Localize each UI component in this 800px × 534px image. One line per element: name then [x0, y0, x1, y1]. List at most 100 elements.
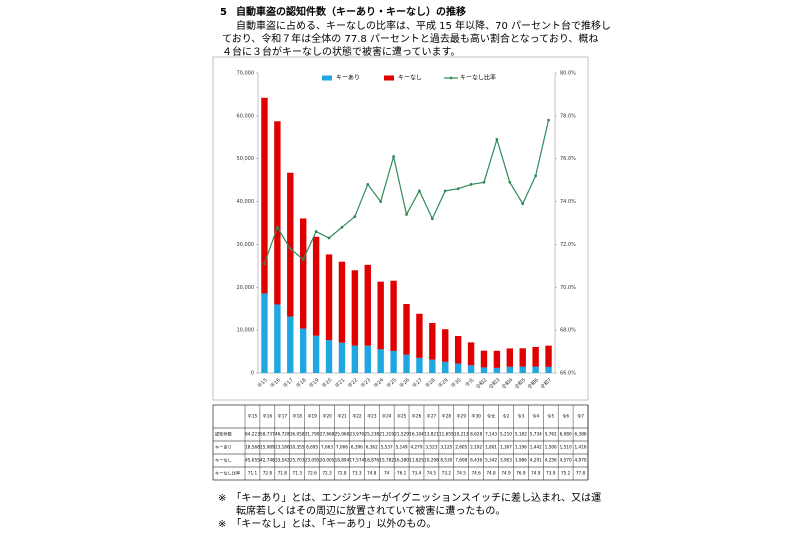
y2-tick-label: 70.0% [560, 285, 576, 291]
line-marker [366, 183, 370, 186]
note: ※ 「キーなし」とは、「キーあり」以外のもの。 [218, 518, 436, 530]
bar [377, 349, 384, 373]
line-marker [314, 230, 318, 233]
bar [338, 342, 346, 373]
line-marker [327, 236, 331, 240]
table-cell: 25,703 [290, 458, 305, 463]
table-cell: 74.9 [531, 471, 541, 476]
legend-swatch [449, 76, 453, 80]
legend-swatch [322, 75, 332, 81]
table-cell: 5,149 [396, 445, 408, 450]
table-cell: 1,416 [575, 445, 587, 450]
bar [351, 345, 359, 373]
table-header: 平19 [307, 414, 317, 420]
x-tick-label: 平16 [270, 377, 282, 389]
table-cell: 10,298 [424, 458, 439, 463]
table-header: 平17 [278, 414, 288, 420]
bar [299, 218, 307, 329]
table-cell: 72.3 [322, 471, 332, 476]
table-cell: 75.2 [561, 471, 571, 476]
table-cell: 1,196 [515, 445, 527, 450]
table-cell: 64,223 [245, 432, 260, 437]
y2-tick-label: 66.0% [560, 371, 576, 377]
table-cell: 6,362 [366, 445, 378, 450]
table-header: 令5 [547, 413, 554, 420]
table-cell: 4,256 [545, 458, 557, 463]
x-tick-label: 平23 [360, 377, 372, 389]
y-tick-label: 0 [251, 371, 254, 377]
bar [299, 328, 307, 373]
table-cell: 2,605 [455, 445, 467, 450]
table-cell: 23,970 [350, 432, 365, 437]
x-tick-label: 平26 [399, 377, 411, 389]
table-cell: 5,762 [545, 432, 557, 437]
x-tick-label: 平30 [450, 377, 462, 389]
line [263, 120, 550, 264]
table-cell: 21,529 [394, 432, 409, 437]
bar [506, 366, 514, 373]
table-cell: 8,628 [470, 432, 482, 437]
table-cell: 3,903 [500, 458, 512, 463]
bar [454, 336, 462, 364]
x-tick-label: 平22 [347, 377, 359, 389]
table-cell: 5,342 [485, 458, 497, 463]
table-header: 平23 [367, 414, 377, 420]
bar [377, 281, 384, 350]
line-marker [521, 202, 525, 206]
x-tick-label: 令和5 [513, 377, 527, 391]
table-row-label: キーなし比率 [215, 470, 240, 477]
x-tick-label: 平28 [425, 377, 437, 389]
bar [390, 280, 397, 351]
x-tick-label: 平19 [308, 377, 320, 389]
legend-swatch [384, 75, 394, 81]
legend-label: キーなし比率 [460, 74, 496, 82]
table-cell: 13,186 [275, 445, 290, 450]
body-text: 自動車盗に占める、キーなしの比率は、平成 15 年以降、70 パーセント台で推移… [236, 19, 611, 32]
line-marker [379, 200, 383, 203]
note: 転席若しくはその周辺に放置されていて被害に遭ったもの。 [236, 504, 505, 517]
bar [261, 293, 268, 373]
line-marker [495, 138, 499, 141]
table-cell: 6,436 [470, 458, 482, 463]
bar [429, 359, 436, 373]
bar [338, 261, 346, 343]
bar [532, 366, 539, 373]
table-cell: 74.6 [471, 471, 481, 476]
table-cell: 20,005 [320, 458, 335, 463]
table-header: 平29 [456, 414, 466, 420]
table-cell: 11,825 [409, 458, 424, 463]
table-cell: 1,801 [485, 445, 497, 450]
line-marker [263, 262, 266, 266]
bar [312, 236, 320, 336]
line-marker [340, 225, 344, 229]
table-header: 令3 [517, 413, 524, 420]
table-cell: 3,125 [440, 445, 452, 450]
table-cell: 7,143 [485, 432, 497, 437]
table-cell: 4,970 [575, 458, 587, 463]
bar [351, 270, 359, 346]
bar [519, 366, 526, 373]
table-header: 令7 [577, 413, 584, 420]
table-cell: 36,058 [290, 432, 305, 437]
line-marker [301, 258, 305, 261]
table-cell: 74.5 [457, 471, 467, 476]
bar [442, 361, 449, 373]
bar [493, 350, 501, 368]
bar [325, 254, 333, 341]
table-cell: 72.8 [337, 471, 347, 476]
line-marker [430, 217, 434, 221]
bar [467, 365, 475, 373]
table-cell: 74 [384, 471, 390, 476]
x-tick-label: 令和3 [487, 377, 501, 391]
bar [519, 348, 526, 367]
table-cell: 74.8 [367, 471, 377, 476]
x-tick-label: 令和7 [539, 377, 553, 391]
bar [325, 340, 333, 373]
table-cell: 5,537 [381, 445, 393, 450]
table-cell: 42,748 [260, 458, 275, 463]
body-text: ４台に３台がキーなしの状態で被害に遭っています。 [222, 45, 461, 58]
legend-label: キーあり [336, 75, 360, 82]
table-cell: 15,782 [379, 458, 394, 463]
table-cell: 74.5 [427, 471, 437, 476]
table-cell: 6,396 [351, 445, 363, 450]
